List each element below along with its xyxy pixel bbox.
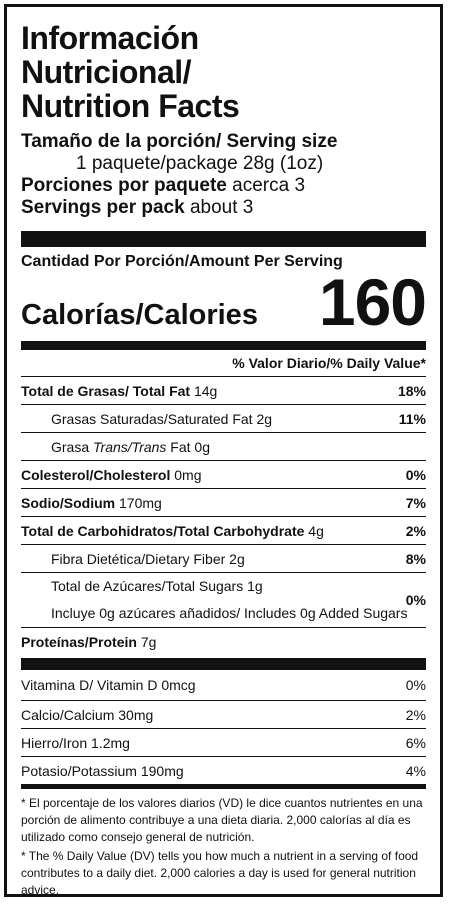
servings-per-pack-es-label: Porciones por paquete	[21, 175, 227, 196]
servings-per-pack-en: Servings per pack about 3	[21, 197, 426, 219]
nutrient-row-total-carbohydrate: Total de Carbohidratos/Total Carbohydrat…	[21, 517, 426, 545]
nutrient-row-sodium: Sodio/Sodium 170mg 7%	[21, 489, 426, 517]
footnote-es: * El porcentaje de los valores diarios (…	[21, 796, 423, 844]
cholesterol-amount: 0mg	[174, 466, 202, 483]
servings-per-pack-es: Porciones por paquete acerca 3	[21, 175, 426, 197]
added-sugars-dv: 0%	[405, 592, 426, 608]
vitamin-row-iron: Hierro/Iron 1.2mg 6%	[21, 729, 426, 757]
serving-info: Tamaño de la porción/ Serving size 1 paq…	[21, 131, 426, 219]
sodium-dv: 7%	[405, 494, 426, 511]
carbohydrate-label: Total de Carbohidratos/Total Carbohydrat…	[21, 522, 305, 539]
calories-row: Calorías/Calories 160	[21, 265, 427, 339]
potassium-dv: 4%	[405, 762, 426, 779]
potassium-label: Potasio/Potassium 190mg	[21, 762, 184, 779]
total-sugars-label: Total de Azúcares/Total Sugars 1g	[51, 578, 263, 594]
protein-label: Proteínas/Protein	[21, 634, 137, 650]
iron-label: Hierro/Iron 1.2mg	[21, 734, 130, 751]
protein-amount: 7g	[140, 634, 157, 650]
nutrient-row-trans-fat: Grasa Trans/Trans Fat 0g	[21, 433, 426, 461]
total-fat-amount: 14g	[193, 382, 218, 399]
total-fat-dv: 18%	[397, 382, 426, 399]
vitamin-row-calcium: Calcio/Calcium 30mg 2%	[21, 701, 426, 729]
vitamin-row-potassium: Potasio/Potassium 190mg 4%	[21, 757, 426, 789]
calcium-dv: 2%	[405, 706, 426, 723]
carbohydrate-dv: 2%	[405, 522, 426, 539]
vitamin-d-dv: 0%	[405, 677, 426, 693]
servings-per-pack-en-label: Servings per pack	[21, 197, 185, 218]
calories-label: Calorías/Calories	[21, 299, 258, 331]
dietary-fiber-label: Fibra Dietética/Dietary Fiber 2g	[51, 550, 245, 567]
saturated-fat-dv: 11%	[398, 410, 426, 427]
cholesterol-dv: 0%	[405, 466, 426, 483]
nutrient-row-saturated-fat: Grasas Saturadas/Saturated Fat 2g 11%	[21, 405, 426, 433]
vitamin-divider	[21, 658, 426, 670]
serving-size-value: 1 paquete/package 28g (1oz)	[76, 153, 324, 174]
trans-fat-suffix: Fat 0g	[166, 438, 210, 455]
amount-per-serving: Cantidad Por Porción/Amount Per Serving	[21, 253, 343, 270]
servings-per-pack-es-value: acerca 3	[232, 175, 306, 196]
calories-value: 160	[318, 265, 427, 339]
title-line-3: Nutrition Facts	[21, 88, 240, 124]
vitamin-row-d: Vitamina D/ Vitamin D 0mcg 0%	[21, 670, 426, 701]
nutrient-row-protein: Proteínas/Protein 7g	[21, 628, 426, 656]
thick-divider	[21, 231, 426, 247]
carbohydrate-amount: 4g	[308, 522, 324, 539]
nutrition-facts-label: Información Nutricional/ Nutrition Facts…	[4, 4, 443, 897]
nutrient-row-added-sugars: Incluye 0g azúcares añadidos/ Includes 0…	[21, 599, 426, 628]
medium-divider	[21, 341, 426, 350]
calcium-label: Calcio/Calcium 30mg	[21, 706, 154, 723]
nutrient-row-cholesterol: Colesterol/Cholesterol 0mg 0%	[21, 461, 426, 489]
nutrient-row-dietary-fiber: Fibra Dietética/Dietary Fiber 2g 8%	[21, 545, 426, 573]
trans-fat-italic: Trans/Trans	[93, 438, 167, 455]
daily-value-header: % Valor Diario/% Daily Value*	[21, 350, 426, 377]
cholesterol-label: Colesterol/Cholesterol	[21, 466, 171, 483]
sodium-label: Sodio/Sodium	[21, 494, 116, 511]
title-line-2: Nutricional/	[21, 54, 192, 90]
total-fat-label: Total de Grasas/ Total Fat	[21, 382, 191, 399]
servings-per-pack-en-value: about 3	[189, 197, 254, 218]
trans-fat-prefix: Grasa	[51, 438, 94, 455]
sodium-amount: 170mg	[119, 494, 162, 511]
serving-size-label: Tamaño de la porción/ Serving size	[21, 131, 338, 152]
added-sugars-label: Incluye 0g azúcares añadidos/ Includes 0…	[51, 605, 408, 621]
vitamin-d-label: Vitamina D/ Vitamin D 0mcg	[21, 677, 196, 693]
label-title: Información Nutricional/ Nutrition Facts	[21, 21, 426, 123]
dietary-fiber-dv: 8%	[405, 550, 426, 567]
footnote: * El porcentaje de los valores diarios (…	[21, 795, 426, 899]
footnote-en: * The % Daily Value (DV) tells you how m…	[21, 849, 419, 897]
nutrient-row-total-fat: Total de Grasas/ Total Fat 14g 18%	[21, 377, 426, 405]
nutrient-row-sugars: Total de Azúcares/Total Sugars 1g 0%	[21, 573, 426, 608]
iron-dv: 6%	[405, 734, 426, 751]
saturated-fat-label: Grasas Saturadas/Saturated Fat 2g	[51, 410, 273, 427]
title-line-1: Información	[21, 20, 199, 56]
